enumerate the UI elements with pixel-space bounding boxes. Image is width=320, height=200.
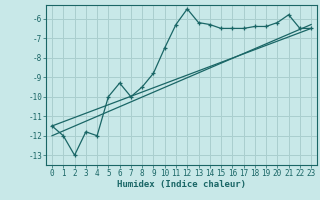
- X-axis label: Humidex (Indice chaleur): Humidex (Indice chaleur): [117, 180, 246, 189]
